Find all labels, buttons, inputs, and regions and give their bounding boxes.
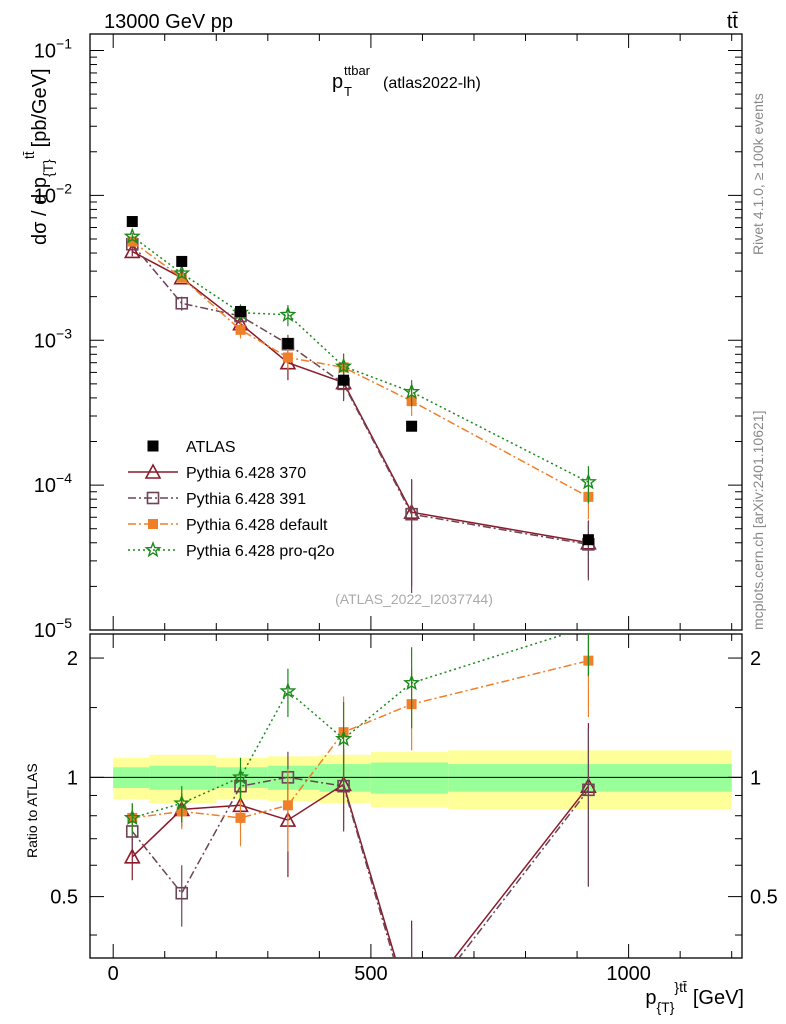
ratio-y-axis-ticks: 0.5 0.5 1 1 2 2 — [50, 648, 778, 936]
series-point — [123, 242, 141, 259]
energy-label: 13000 GeV pp — [104, 11, 233, 33]
ratio-point — [403, 674, 421, 691]
main-y-tick-label: 10−2 — [34, 180, 72, 207]
ratio-y-tick-label: 2 — [67, 648, 78, 670]
legend-label: Pythia 6.428 391 — [186, 491, 306, 508]
xlabel-subscript: {T} — [656, 999, 674, 1015]
main-series-1 — [123, 242, 597, 587]
xlabel-unit: [GeV] — [693, 987, 744, 1009]
ylabel-superscript: tt̄ — [21, 151, 37, 159]
legend-entry: Pythia 6.428 391 — [128, 491, 306, 508]
rivet-label-text: Rivet 4.1.0, ≥ 100k events — [750, 93, 766, 255]
ratio-y-tick-label-right: 2 — [750, 648, 761, 670]
data-point — [235, 305, 247, 317]
series-point — [405, 507, 418, 521]
x-axis-label: p{T}}tt̄ [GeV] — [645, 979, 744, 1015]
ratio-series-3 — [127, 634, 594, 852]
main-y-axis-label: dσ / d p{T}tt̄ [pb/GeV] — [21, 68, 56, 245]
main-y-tick-label: 10−1 — [34, 36, 72, 63]
ratio-point — [123, 808, 141, 826]
ratio-point — [582, 783, 595, 797]
x-axis-ticks: 0 500 1000 — [108, 34, 733, 985]
ratio-y-tick-label-right: 1 — [750, 767, 761, 789]
data-point — [338, 374, 350, 386]
ratio-point — [335, 729, 353, 747]
legend-entry: Pythia 6.428 pro-q2o — [128, 541, 335, 560]
ratio-point — [175, 886, 189, 900]
ratio-point — [173, 794, 191, 811]
mcplots-label: mcplots.cern.ch [arXiv:2401.10621] — [750, 411, 766, 630]
data-point — [126, 216, 138, 228]
series-point — [123, 227, 141, 244]
main-y-tick-label: 10−5 — [34, 615, 72, 642]
data-point — [176, 255, 188, 267]
legend-label: Pythia 6.428 default — [186, 517, 328, 534]
title-main: p — [332, 71, 343, 93]
legend-entry: ATLAS — [147, 439, 236, 456]
ratio-point — [235, 812, 246, 823]
x-tick-label: 1000 — [606, 963, 651, 985]
legend-label: ATLAS — [186, 439, 236, 456]
series-point — [173, 264, 191, 281]
ratio-ylabel: Ratio to ATLAS — [24, 763, 40, 858]
ratio-series-4 — [123, 634, 590, 834]
ylabel-main-text: dσ / d p — [29, 177, 51, 245]
legend-marker — [148, 519, 158, 529]
xlabel-superscript: }tt̄ — [674, 979, 687, 995]
plot-title: p ttbar T (atlas2022-lh) — [332, 63, 481, 99]
title-subscript: T — [344, 84, 352, 99]
legend-marker — [144, 541, 162, 558]
ylabel-main: dσ / d p{T}tt̄ [pb/GeV] — [21, 68, 56, 245]
main-series-layer — [123, 216, 597, 594]
mcplots-label-text: mcplots.cern.ch [arXiv:2401.10621] — [750, 411, 766, 630]
main-y-tick-label: 10−4 — [34, 470, 72, 497]
series-point — [175, 296, 189, 310]
legend-marker — [144, 463, 162, 479]
data-series-atlas — [126, 216, 594, 546]
ratio-y-tick-label: 0.5 — [50, 887, 78, 909]
analysis-watermark: (ATLAS_2022_I2037744) — [335, 591, 493, 607]
ratio-series-layer — [123, 634, 597, 958]
data-point — [582, 534, 594, 546]
ratio-y-tick-label-right: 0.5 — [750, 887, 778, 909]
rivet-label: Rivet 4.1.0, ≥ 100k events — [750, 93, 766, 255]
x-tick-label: 500 — [354, 963, 387, 985]
series-point — [579, 473, 597, 490]
legend-marker — [147, 440, 159, 452]
legend-marker — [146, 491, 160, 505]
x-tick-label: 0 — [108, 963, 119, 985]
process-label: tt̄ — [727, 11, 739, 33]
legend-label: Pythia 6.428 370 — [186, 465, 306, 482]
legend-entry: Pythia 6.428 370 — [128, 463, 306, 482]
ratio-band-inner — [448, 764, 732, 792]
legend-label: Pythia 6.428 pro-q2o — [186, 543, 335, 560]
series-point — [282, 352, 293, 363]
series-line — [131, 240, 589, 498]
ratio-point — [282, 800, 293, 811]
main-y-axis-ticks: 10−1 10−2 10−3 10−4 10−5 — [34, 36, 742, 642]
data-point — [282, 337, 294, 349]
ylabel-unit: [pb/GeV] — [29, 68, 51, 147]
ratio-plot-frame — [89, 633, 743, 959]
ratio-point — [231, 768, 250, 785]
main-y-tick-label: 10−3 — [34, 325, 72, 352]
ylabel-subscript: {T} — [40, 159, 56, 177]
series-point — [403, 382, 421, 400]
ratio-y-axis-label: Ratio to ATLAS — [24, 763, 40, 858]
series-point — [279, 305, 297, 323]
title-suffix: (atlas2022-lh) — [383, 75, 481, 92]
title-superscript: ttbar — [344, 63, 371, 78]
ratio-band-inner — [370, 762, 449, 794]
ratio-y-tick-label: 1 — [67, 767, 78, 789]
series-point — [335, 357, 353, 374]
data-point — [406, 420, 418, 432]
ratio-point — [279, 682, 297, 699]
series-point — [235, 324, 246, 335]
legend: ATLAS Pythia 6.428 370 Pythia 6.428 391 Pyt… — [128, 439, 335, 560]
legend-entry: Pythia 6.428 default — [128, 517, 328, 534]
xlabel-main: p — [645, 987, 656, 1009]
main-plot-frame — [89, 33, 743, 631]
ratio-point — [123, 848, 141, 864]
